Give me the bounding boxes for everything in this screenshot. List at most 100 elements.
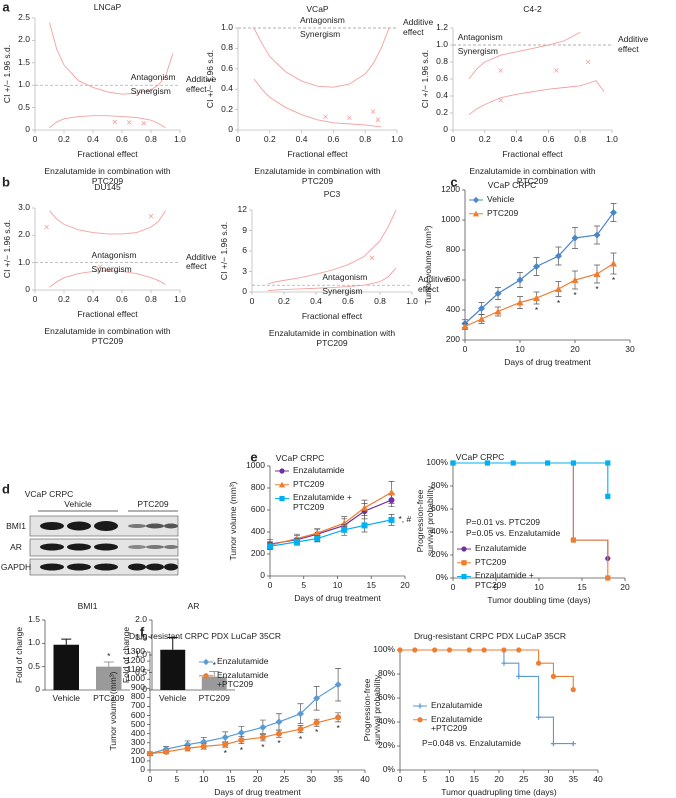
legend-marker <box>472 210 480 217</box>
panel-label: e <box>250 449 258 465</box>
marker <box>494 290 502 297</box>
y-tick-label: 0.2 <box>221 103 233 114</box>
y-tick-label: 1000 <box>246 460 265 471</box>
series-line <box>464 262 614 328</box>
marker <box>369 255 375 261</box>
marker <box>412 647 418 653</box>
ci-curve <box>49 115 166 129</box>
marker <box>533 263 540 270</box>
x-tick-label: 5 <box>301 580 307 591</box>
y-tick-label: 20% <box>377 740 395 751</box>
chart-title: AR <box>187 601 200 612</box>
chart-title: C4-2 <box>523 4 542 15</box>
x-tick-label: 0.2 <box>478 134 491 145</box>
marker <box>370 109 376 114</box>
x-tick-label: 0 <box>450 582 456 593</box>
marker <box>267 543 273 550</box>
annotation: Antagonism <box>322 272 368 283</box>
marker <box>238 737 245 744</box>
x-tick-label: Vehicle <box>159 693 187 704</box>
marker <box>347 115 352 121</box>
significance: * <box>336 723 340 734</box>
significance: * <box>534 305 539 316</box>
ci-curve <box>49 22 174 95</box>
survival-curve <box>453 462 609 497</box>
annotation: P=0.01 vs. PTC209 <box>466 517 540 528</box>
marker <box>388 516 395 523</box>
legend-marker <box>417 703 423 709</box>
x-tick-label: 5 <box>422 774 428 785</box>
marker <box>570 460 576 466</box>
bar <box>201 676 227 690</box>
y-axis-label: CI +/− 1.96 s.d. <box>420 49 431 109</box>
marker <box>297 710 304 718</box>
x-tick-label: 0.6 <box>542 134 555 145</box>
x-tick-label: 0 <box>32 134 38 145</box>
marker <box>221 733 229 741</box>
y-tick-label: 0 <box>25 284 30 295</box>
marker <box>163 748 170 755</box>
legend-label: Enzalutamide +PTC209 <box>431 713 483 734</box>
x-axis-label: Fractional effect <box>301 311 363 322</box>
y-tick-label: 12 <box>237 204 247 215</box>
marker <box>533 294 540 301</box>
x-axis-label: Fractional effect <box>287 149 348 160</box>
marker <box>570 687 576 693</box>
marker <box>126 120 132 125</box>
chart-title: BMI1 <box>77 601 98 612</box>
x-tick-label: 0 <box>235 134 241 145</box>
significance: * <box>298 733 303 744</box>
marker <box>44 224 49 230</box>
survival-curve <box>400 649 574 690</box>
caption: Enzalutamide in combination with PTC209 <box>44 326 171 346</box>
marker <box>570 537 576 543</box>
y-tick-label: 1300 <box>126 646 145 657</box>
marker <box>554 68 559 73</box>
y-axis-label: CI +/− 1.96 s.d. <box>2 219 13 279</box>
x-tick-label: 1.0 <box>174 134 186 145</box>
y-tick-label: 0% <box>435 572 448 583</box>
x-tick-label: 25 <box>519 774 529 785</box>
panel-label: a <box>2 0 10 15</box>
significance: * <box>314 727 319 738</box>
marker <box>484 460 490 466</box>
y-tick-label: 500 <box>130 718 145 729</box>
marker <box>141 120 147 126</box>
y-tick-label: 2.0 <box>18 34 30 45</box>
y-tick-label: 1.0 <box>135 649 147 660</box>
x-tick-label: 0.4 <box>510 134 523 145</box>
y-tick-label: 60% <box>430 503 448 514</box>
marker <box>334 681 342 689</box>
x-tick-label: 10 <box>534 582 544 593</box>
marker <box>516 647 522 653</box>
annotation: Synergism <box>322 286 363 297</box>
x-tick-label: 20 <box>570 344 580 355</box>
x-tick-label: 0 <box>397 774 403 785</box>
y-tick-label: 800 <box>250 482 265 493</box>
marker <box>313 719 320 726</box>
y-tick-label: 0 <box>25 124 30 135</box>
y-tick-label: 0.8 <box>436 56 448 67</box>
legend-marker <box>278 481 286 488</box>
y-tick-label: 9 <box>242 224 247 235</box>
y-tick-label: 1.5 <box>18 56 30 67</box>
x-tick-label: 5 <box>174 774 180 785</box>
annotation: Antagonism <box>91 249 137 260</box>
y-tick-label: 40% <box>377 716 395 727</box>
marker <box>605 493 611 499</box>
x-tick-label: 0 <box>267 580 273 591</box>
x-tick-label: 0 <box>147 774 153 785</box>
legend-marker <box>202 658 210 666</box>
series-line <box>149 716 339 755</box>
error-bar <box>209 670 220 677</box>
bar <box>53 644 79 690</box>
blot-group: Vehicle <box>64 499 92 509</box>
annotation: Additive effect <box>186 74 217 95</box>
x-tick-label: 0.8 <box>574 134 587 145</box>
blot-protein: BMI1 <box>6 521 26 531</box>
x-tick-label: 20 <box>252 774 263 785</box>
y-tick-label: 2.5 <box>18 12 30 23</box>
bar <box>160 649 186 690</box>
chart-title: PC3 <box>323 189 341 200</box>
y-tick-label: 0 <box>142 684 147 695</box>
